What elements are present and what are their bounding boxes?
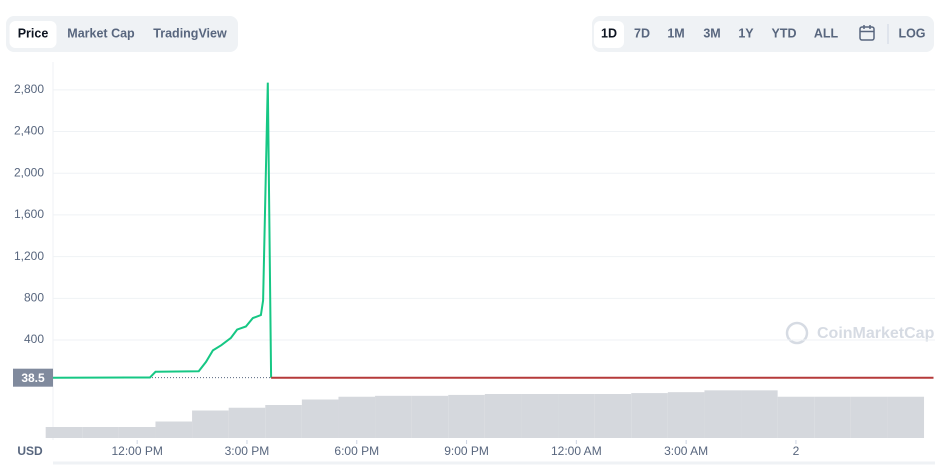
tab-selected: [9, 21, 57, 48]
y-tick-label: 2,000: [14, 165, 44, 179]
current-price-box: [13, 368, 53, 387]
volume-bar: [594, 394, 632, 438]
range-button[interactable]: YTD: [772, 26, 797, 40]
volume-bar: [887, 396, 925, 438]
volume-bar: [850, 396, 888, 438]
x-tick-label: 12:00 AM: [551, 444, 602, 458]
volume-bar: [155, 421, 193, 438]
x-tick-label: 6:00 PM: [334, 444, 379, 458]
x-tick-label: 2: [793, 444, 800, 458]
volume-bar: [192, 410, 229, 438]
tab[interactable]: TradingView: [153, 26, 227, 40]
log-button[interactable]: LOG: [898, 26, 925, 40]
volume-bar: [82, 427, 119, 438]
price-line: [52, 82, 273, 379]
volume-bar: [338, 396, 376, 438]
range-bar: [592, 16, 934, 52]
watermark-text: CoinMarketCap: [817, 325, 935, 342]
range-button[interactable]: 7D: [634, 26, 650, 40]
range-button[interactable]: 1D: [601, 26, 617, 40]
range-selected: [594, 21, 624, 48]
volume-bar: [228, 407, 266, 438]
x-tick-label: 3:00 AM: [664, 444, 708, 458]
range-button[interactable]: ALL: [814, 26, 839, 40]
tab[interactable]: Price: [18, 26, 49, 40]
watermark: CoinMarketCap: [785, 321, 935, 345]
volume-bar: [521, 394, 559, 438]
x-tick-label: 3:00 PM: [225, 444, 270, 458]
range-button[interactable]: 1M: [667, 26, 684, 40]
volume-bar: [375, 395, 412, 438]
volume-bar: [777, 396, 815, 438]
volume-bar: [448, 394, 485, 438]
y-tick-label: 1,200: [14, 249, 44, 263]
range-button[interactable]: 1Y: [738, 26, 754, 40]
y-tick-label: 800: [24, 290, 44, 304]
current-price-label: 38.5: [21, 371, 45, 385]
y-tick-label: 2,400: [14, 124, 44, 138]
calendar-icon[interactable]: [859, 25, 875, 41]
range-button[interactable]: 3M: [703, 26, 720, 40]
volume-bar: [814, 396, 851, 438]
volume-bar: [741, 390, 778, 438]
volume-bar: [631, 393, 668, 438]
volume-bar: [484, 394, 522, 438]
volume-bar: [667, 392, 705, 438]
y-tick-label: 1,600: [14, 207, 44, 221]
volume-bar: [411, 395, 449, 438]
currency-label: USD: [17, 444, 43, 458]
x-tick-label: 12:00 PM: [111, 444, 162, 458]
volume-bar: [118, 427, 156, 438]
y-tick-label: 400: [24, 332, 44, 346]
volume-bar: [301, 399, 339, 438]
tab[interactable]: Market Cap: [67, 26, 135, 40]
volume-bar: [558, 394, 595, 438]
y-tick-label: 2,800: [14, 82, 44, 96]
tab-bar: [6, 16, 238, 52]
x-tick-label: 9:00 PM: [444, 444, 489, 458]
volume-bar: [704, 390, 742, 438]
volume-bar: [265, 405, 302, 438]
volume-bar: [45, 427, 83, 438]
